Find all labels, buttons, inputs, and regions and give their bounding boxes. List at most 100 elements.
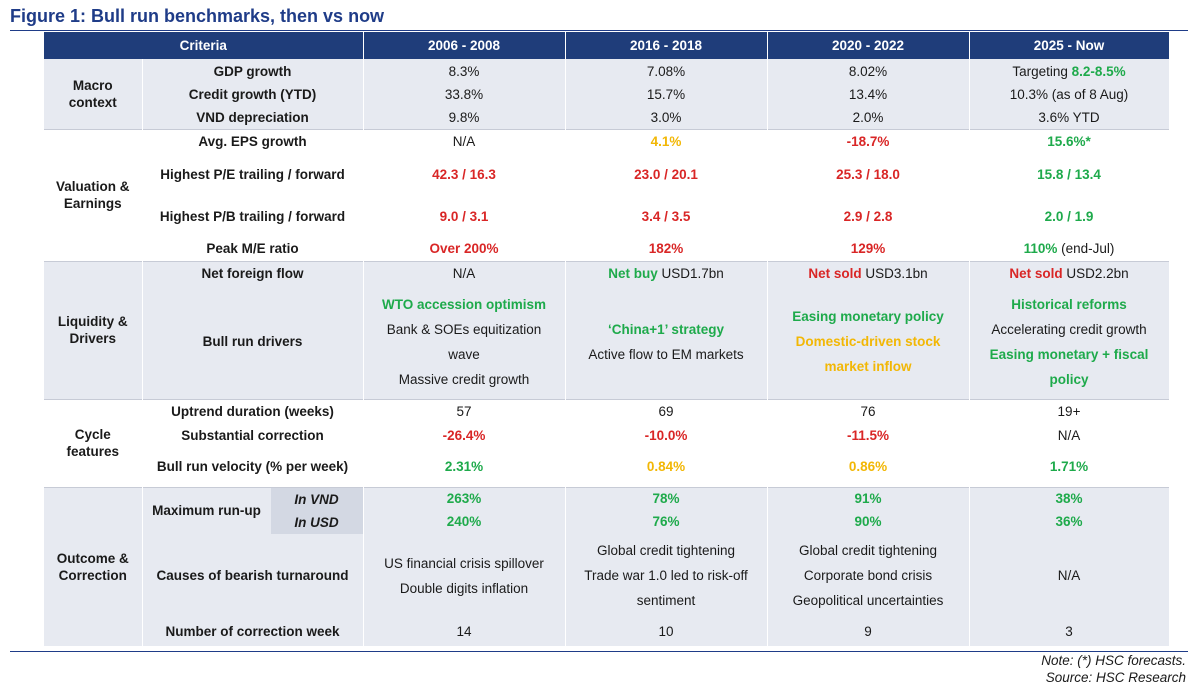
title-divider: [10, 30, 1188, 31]
cell: 25.3 / 18.0: [767, 153, 970, 195]
cell: 13.4%: [767, 83, 970, 106]
header-criteria: Criteria: [44, 32, 364, 59]
cell-line: Global credit tightening: [596, 543, 736, 558]
header-2016-2018: 2016 - 2018: [565, 32, 768, 59]
table-row-correction: Substantial correction -26.4% -10.0% -11…: [44, 423, 1170, 447]
criteria-vnd-depreciation: VND depreciation: [142, 106, 364, 129]
cell-value: USD3.1bn: [861, 265, 928, 281]
cell: 3: [969, 617, 1170, 646]
cell-value: USD2.2bn: [1062, 265, 1129, 281]
cell: Historical reforms Accelerating credit g…: [969, 285, 1170, 399]
cell-line: Massive credit growth: [398, 371, 530, 387]
cell-line: policy: [1049, 371, 1089, 387]
cell: Net sold USD3.1bn: [767, 260, 970, 285]
cell: 91%: [767, 486, 970, 511]
cell: Global credit tightening Trade war 1.0 l…: [565, 533, 768, 618]
table-row-gdp: Macro context GDP growth 8.3% 7.08% 8.02…: [44, 59, 1170, 129]
figure-title: Figure 1: Bull run benchmarks, then vs n…: [10, 6, 385, 26]
cell-line: sentiment: [636, 593, 696, 608]
criteria-credit-growth: Credit growth (YTD): [142, 83, 364, 106]
cell-line: WTO accession optimism: [381, 296, 547, 312]
cell: -11.5%: [767, 423, 970, 447]
cell-line: Domestic-driven stock: [795, 334, 941, 350]
group-valuation-earnings: Valuation & Earnings: [44, 128, 143, 261]
cell: N/A: [969, 423, 1170, 447]
cell: Targeting 8.2-8.5%: [969, 59, 1170, 83]
cell: 36%: [969, 510, 1170, 534]
cell: 3.4 / 3.5: [565, 195, 768, 237]
cell: 3.6% YTD: [969, 106, 1170, 129]
table-row-runup-vnd: Outcome & Correction Maximum run-up In V…: [44, 486, 1170, 646]
table-row-me: Peak M/E ratio Over 200% 182% 129% 110% …: [44, 237, 1170, 261]
cell: 9: [767, 617, 970, 646]
cell-line: Easing monetary + fiscal: [989, 346, 1149, 362]
cell-highlight: Net buy: [608, 265, 658, 281]
group-macro-context: Macro context: [44, 59, 143, 129]
table-row-drivers: Bull run drivers WTO accession optimism …: [44, 285, 1170, 399]
cell: N/A: [363, 128, 566, 153]
runup-usd-label: In USD: [294, 514, 339, 530]
criteria-maximum-run-up: Maximum run-up In VND In USD: [142, 486, 364, 534]
cell: 76%: [565, 510, 768, 534]
cell: 8.3%: [363, 59, 566, 83]
cell: 15.6%*: [969, 128, 1170, 153]
note-forecast: Note: (*) HSC forecasts.: [1041, 653, 1186, 668]
cell: 38%: [969, 486, 1170, 511]
cell: 182%: [565, 237, 768, 261]
cell: US financial crisis spillover Double dig…: [363, 533, 566, 618]
cell: Global credit tightening Corporate bond …: [767, 533, 970, 618]
table-row-correction-weeks: Number of correction week 14 10 9 3: [44, 617, 1170, 646]
cell: 9.8%: [363, 106, 566, 129]
cell-line: Corporate bond crisis: [803, 568, 933, 583]
cell: 9.0 / 3.1: [363, 195, 566, 237]
table-row-velocity: Bull run velocity (% per week) 2.31% 0.8…: [44, 447, 1170, 487]
cell: Net sold USD2.2bn: [969, 260, 1170, 285]
cell: 69: [565, 398, 768, 423]
table-row-credit: Credit growth (YTD) 33.8% 15.7% 13.4% 10…: [44, 83, 1170, 106]
cell-line: Historical reforms: [1011, 296, 1127, 312]
cell-highlight: Net sold: [808, 265, 862, 281]
criteria-bull-run-drivers: Bull run drivers: [142, 285, 364, 399]
cell: -26.4%: [363, 423, 566, 447]
table-row-pb: Highest P/B trailing / forward 9.0 / 3.1…: [44, 195, 1170, 237]
cell: 57: [363, 398, 566, 423]
group-outcome-correction: Outcome & Correction: [44, 486, 143, 646]
cell-highlight: Net sold: [1009, 265, 1063, 281]
cell: 23.0 / 20.1: [565, 153, 768, 195]
cell-line: Trade war 1.0 led to risk-off: [584, 568, 748, 583]
cell: ‘China+1’ strategy Active flow to EM mar…: [565, 285, 768, 399]
cell: 2.9 / 2.8: [767, 195, 970, 237]
table-row-pe: Highest P/E trailing / forward 42.3 / 16…: [44, 153, 1170, 195]
cell: 0.86%: [767, 447, 970, 487]
cell-line: Global credit tightening: [798, 543, 938, 558]
footnotes: Note: (*) HSC forecasts. Source: HSC Res…: [1041, 652, 1186, 686]
group-liquidity-drivers: Liquidity & Drivers: [44, 260, 143, 399]
header-2025-now: 2025 - Now: [969, 32, 1170, 59]
cell: 3.0%: [565, 106, 768, 129]
cell: Net buy USD1.7bn: [565, 260, 768, 285]
cell: 4.1%: [565, 128, 768, 153]
table-row-foreign-flow: Liquidity & Drivers Net foreign flow N/A…: [44, 260, 1170, 399]
cell-line: Easing monetary policy: [792, 309, 944, 325]
criteria-pe: Highest P/E trailing / forward: [142, 153, 364, 195]
runup-label: Maximum run-up: [152, 503, 261, 518]
cell: 42.3 / 16.3: [363, 153, 566, 195]
cell-suffix: (end-Jul): [1057, 241, 1115, 257]
bottom-divider: [10, 651, 1188, 652]
cell: 78%: [565, 486, 768, 511]
criteria-causes-bearish: Causes of bearish turnaround: [142, 533, 364, 618]
criteria-correction-weeks: Number of correction week: [142, 617, 364, 646]
cell: 110% (end-Jul): [969, 237, 1170, 261]
cell: 15.7%: [565, 83, 768, 106]
cell-prefix: Targeting: [1012, 63, 1072, 79]
cell: 10: [565, 617, 768, 646]
table-row-uptrend: Cycle features Uptrend duration (weeks) …: [44, 398, 1170, 487]
cell: -18.7%: [767, 128, 970, 153]
criteria-eps-growth: Avg. EPS growth: [142, 128, 364, 153]
cell-line: market inflow: [824, 359, 912, 375]
cell-line: wave: [448, 346, 480, 362]
header-2006-2008: 2006 - 2008: [363, 32, 566, 59]
table-row-eps: Valuation & Earnings Avg. EPS growth N/A…: [44, 128, 1170, 261]
criteria-bull-run-velocity: Bull run velocity (% per week): [142, 447, 364, 487]
benchmark-table: Criteria 2006 - 2008 2016 - 2018 2020 - …: [44, 32, 1170, 646]
